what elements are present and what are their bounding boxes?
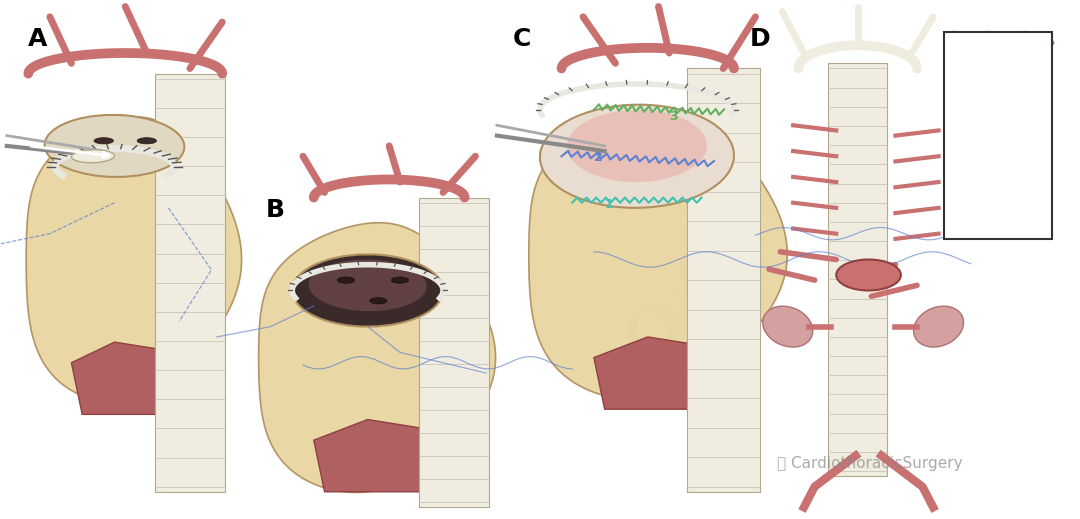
Ellipse shape: [914, 306, 963, 347]
Polygon shape: [687, 69, 759, 492]
Ellipse shape: [94, 138, 113, 144]
Polygon shape: [258, 223, 496, 493]
Text: 3: 3: [670, 110, 678, 123]
FancyBboxPatch shape: [944, 32, 1052, 239]
Text: A: A: [28, 27, 48, 51]
Polygon shape: [828, 63, 888, 476]
Polygon shape: [976, 79, 1009, 218]
Ellipse shape: [44, 115, 185, 177]
Ellipse shape: [337, 277, 354, 283]
Ellipse shape: [540, 105, 734, 208]
Polygon shape: [529, 109, 787, 400]
Ellipse shape: [762, 306, 813, 347]
Text: 2: 2: [594, 152, 603, 165]
Ellipse shape: [391, 277, 408, 283]
Ellipse shape: [137, 138, 157, 144]
Ellipse shape: [369, 298, 387, 304]
Text: of: of: [596, 248, 743, 395]
Polygon shape: [594, 337, 724, 409]
Text: 1: 1: [605, 198, 613, 211]
Text: B: B: [266, 198, 284, 222]
Ellipse shape: [309, 260, 427, 311]
Ellipse shape: [293, 254, 443, 326]
Ellipse shape: [567, 110, 707, 182]
Polygon shape: [314, 419, 432, 492]
Text: D: D: [750, 27, 771, 51]
Polygon shape: [154, 74, 225, 492]
Ellipse shape: [71, 150, 114, 163]
Text: 🫀 CardiothoracicSurgery: 🫀 CardiothoracicSurgery: [777, 456, 962, 471]
Ellipse shape: [836, 260, 901, 291]
Text: C: C: [513, 27, 531, 51]
Polygon shape: [26, 117, 242, 402]
Polygon shape: [419, 198, 489, 507]
Polygon shape: [71, 342, 190, 414]
